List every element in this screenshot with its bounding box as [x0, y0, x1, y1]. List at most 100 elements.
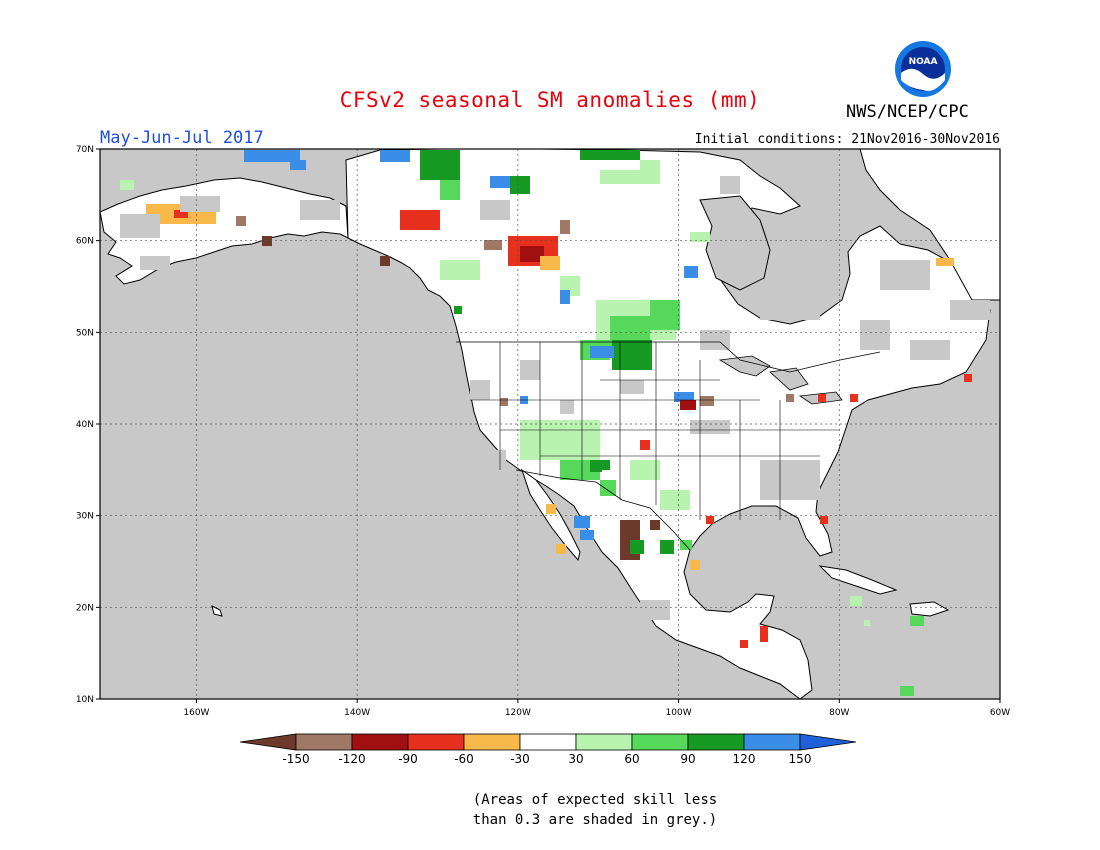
land-cuba	[818, 565, 898, 595]
low-skill-cell	[700, 330, 730, 350]
anomaly-cell	[700, 396, 714, 406]
low-skill-cell	[910, 340, 950, 360]
anomaly-cell	[290, 160, 306, 170]
anomaly-cell	[740, 640, 748, 648]
anomaly-cell	[850, 596, 862, 606]
agency-label: NWS/NCEP/CPC	[846, 102, 969, 122]
anomaly-cell	[630, 540, 644, 554]
low-skill-cell	[120, 214, 160, 238]
anomaly-cell	[690, 232, 710, 242]
anomaly-cell	[964, 374, 972, 382]
tick-label-lat-4: 50N	[76, 328, 94, 338]
colorbar-box-1	[295, 733, 353, 751]
low-skill-cell	[300, 200, 340, 220]
colorbar-arrow-high	[799, 733, 857, 751]
anomaly-cell	[630, 460, 660, 480]
tick-label-lon-1: 140W	[344, 708, 370, 718]
anomaly-cell	[660, 540, 674, 554]
anomaly-cell	[380, 150, 410, 162]
colorbar-box-7	[631, 733, 689, 751]
low-skill-cell	[180, 196, 220, 212]
colorbar-label: 120	[733, 752, 756, 766]
low-skill-cell	[780, 270, 810, 290]
colorbar-box-8	[687, 733, 745, 751]
land-baja	[521, 468, 581, 562]
anomaly-cell	[520, 420, 600, 460]
low-skill-cell	[760, 460, 820, 500]
low-skill-cell	[690, 420, 730, 434]
anomaly-cell	[490, 176, 510, 188]
anomaly-cell	[510, 176, 530, 194]
anomaly-cell	[674, 392, 694, 402]
anomaly-cell	[174, 210, 188, 218]
anomaly-cell	[380, 256, 390, 266]
tick-label-lat-2: 30N	[76, 512, 94, 522]
low-skill-cell	[620, 380, 644, 394]
logo-text: NOAA	[909, 57, 938, 67]
anomaly-cells	[120, 150, 990, 696]
anomaly-cell	[590, 346, 614, 358]
forecast-period: May-Jun-Jul 2017	[100, 128, 264, 148]
tick-label-lon-2: 120W	[505, 708, 531, 718]
gridlines	[100, 149, 1000, 699]
colorbar-label: 30	[568, 752, 583, 766]
anomaly-cell	[236, 216, 246, 226]
anomaly-cell	[454, 306, 462, 314]
anomaly-cell	[650, 520, 660, 530]
anomaly-cell	[500, 398, 508, 406]
anomaly-cell	[820, 516, 828, 524]
low-skill-cell	[840, 470, 860, 500]
colorbar-box-9	[743, 733, 801, 751]
great-lakes	[718, 355, 843, 405]
low-skill-cell	[560, 400, 574, 414]
low-skill-cell	[720, 176, 740, 194]
low-skill-cell	[140, 256, 170, 270]
tick-label-lat-5: 60N	[76, 237, 94, 247]
colorbar-label: -150	[282, 752, 309, 766]
anomaly-cell	[440, 180, 460, 200]
anomaly-cell	[580, 150, 640, 160]
anomaly-cell	[120, 180, 134, 190]
anomaly-cell	[818, 394, 826, 402]
skill-note-line2: than 0.3 are shaded in grey.)	[472, 812, 718, 828]
colorbar-label: -90	[398, 752, 418, 766]
colorbar-label: -120	[338, 752, 365, 766]
colorbar: -150 -120 -90 -60 -30 30 60 90 120 150	[239, 733, 857, 766]
low-skill-cell	[860, 320, 890, 350]
chart-title: CFSv2 seasonal SM anomalies (mm)	[339, 88, 761, 112]
land-hawaii	[211, 605, 223, 617]
anomaly-cell	[936, 258, 954, 266]
anomaly-cell	[600, 480, 616, 496]
low-skill-cell	[486, 450, 506, 466]
anomaly-cell	[600, 460, 610, 470]
anomaly-cell	[420, 150, 460, 180]
anomaly-cell	[760, 626, 768, 642]
initial-conditions: Initial conditions: 21Nov2016-30Nov2016	[694, 132, 1000, 147]
skill-note-line1: (Areas of expected skill less	[472, 792, 718, 808]
anomaly-cell	[910, 616, 924, 626]
tick-label-lon-4: 80W	[829, 708, 849, 718]
land-layer	[100, 149, 1000, 699]
anomaly-cell	[786, 394, 794, 402]
border-us-canada	[456, 341, 881, 373]
anomaly-cell	[850, 394, 858, 402]
anomaly-cell	[660, 490, 690, 510]
anomaly-cell	[600, 170, 660, 184]
anomaly-cell	[560, 220, 570, 234]
anomaly-cell	[706, 516, 714, 524]
tick-label-lat-1: 20N	[76, 603, 94, 613]
anomaly-cell	[440, 260, 480, 280]
anomaly-cell	[574, 516, 590, 528]
noaa-logo: NOAA	[895, 41, 951, 97]
tick-label-lat-6: 70N	[76, 145, 94, 155]
tick-label-lon-5: 60W	[990, 708, 1010, 718]
low-skill-cell	[700, 580, 720, 600]
anomaly-cell	[244, 150, 300, 162]
anomaly-cell	[640, 160, 660, 170]
anomaly-cell	[900, 686, 914, 696]
anomaly-cell	[560, 290, 570, 304]
land-hispaniola	[909, 601, 950, 617]
colorbar-label: -60	[454, 752, 474, 766]
colorbar-box-4	[463, 733, 521, 751]
